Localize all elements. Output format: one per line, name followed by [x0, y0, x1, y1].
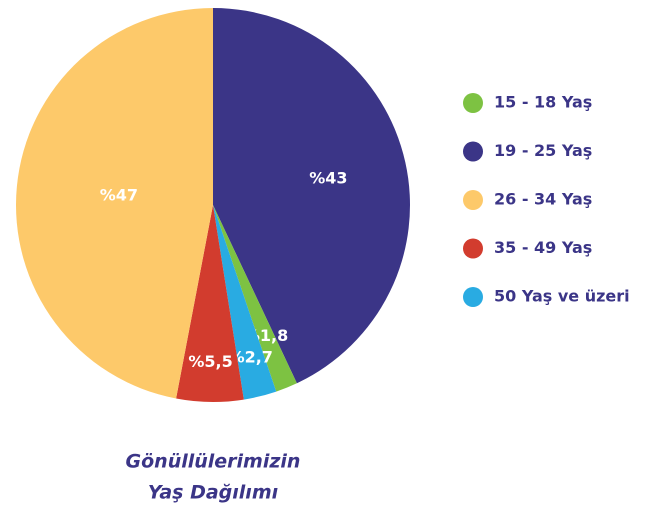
- pie-slice: [213, 8, 410, 384]
- legend-label: 15 - 18 Yaş: [494, 93, 592, 112]
- chart-title: Gönüllülerimizin: [126, 451, 301, 473]
- data-label: %2,7: [229, 348, 273, 367]
- data-label: %43: [309, 169, 347, 188]
- data-label: %47: [100, 186, 138, 205]
- legend-swatch: [463, 238, 483, 259]
- data-label: %5,5: [188, 352, 232, 371]
- pie-slice: [16, 8, 214, 399]
- legend-label: 26 - 34 Yaş: [494, 190, 592, 209]
- pie-slice: [176, 205, 244, 402]
- legend-label: 19 - 25 Yaş: [494, 141, 592, 160]
- legend-swatch: [463, 190, 483, 210]
- legend-swatch: [463, 287, 483, 307]
- legend-swatch: [463, 93, 483, 113]
- legend-label: 35 - 49 Yaş: [494, 238, 592, 257]
- pie-slice: [213, 205, 277, 400]
- chart-subtitle: Yaş Dağılımı: [148, 482, 278, 504]
- legend-label: 50 Yaş ve üzeri: [494, 287, 630, 306]
- pie-slice: [213, 205, 297, 392]
- legend-swatch: [463, 141, 483, 162]
